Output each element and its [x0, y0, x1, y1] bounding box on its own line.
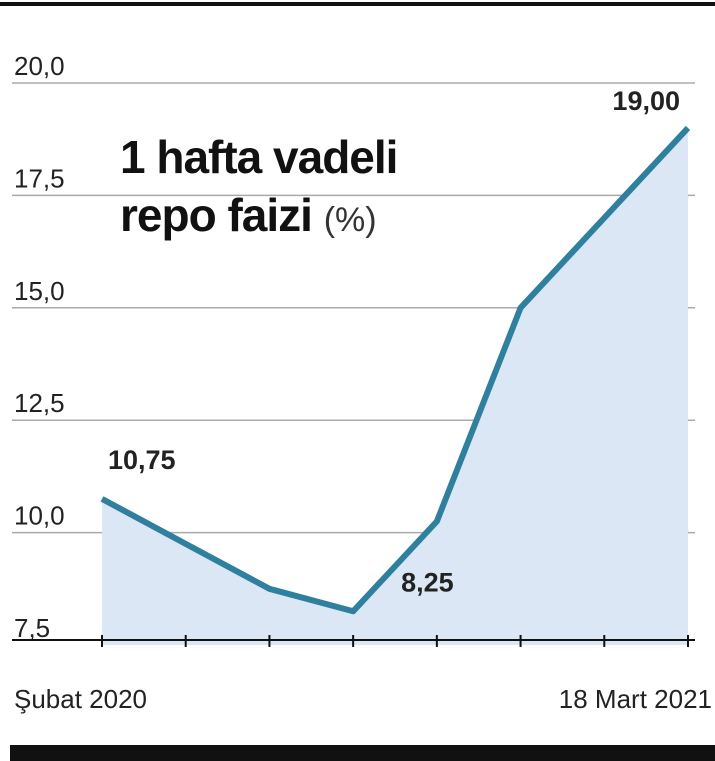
y-tick-label: 20,0: [14, 51, 65, 81]
y-tick-label: 12,5: [14, 388, 65, 418]
y-tick-label: 17,5: [14, 163, 65, 193]
value-label: 19,00: [612, 86, 680, 116]
value-label: 10,75: [108, 445, 176, 475]
bottom-bar: [10, 745, 715, 761]
top-rule: [0, 2, 715, 6]
unit: (%): [323, 201, 377, 239]
chart-title-box: 1 hafta vadeli repo faizi (%): [120, 128, 470, 249]
y-tick-label: 15,0: [14, 276, 65, 306]
area: [102, 127, 688, 645]
x-tick-label: 18 Mart 2021: [559, 684, 712, 714]
value-label: 8,25: [401, 567, 454, 597]
line: [100, 125, 691, 615]
y-tick-label: 10,0: [14, 501, 65, 531]
x-tick-label: Şubat 2020: [14, 684, 147, 714]
y-tick-label: 7,5: [14, 613, 50, 643]
chart-title: 1 hafta vadeli repo faizi: [120, 131, 398, 241]
